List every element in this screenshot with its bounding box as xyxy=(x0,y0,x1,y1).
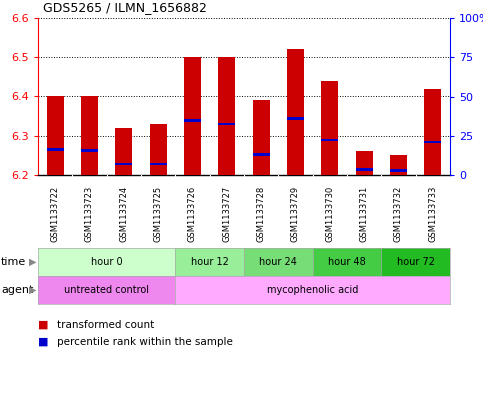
Text: agent: agent xyxy=(1,285,33,295)
Bar xyxy=(287,118,304,120)
Text: ■: ■ xyxy=(38,337,52,347)
Bar xyxy=(46,97,64,175)
Bar xyxy=(321,81,339,175)
Text: percentile rank within the sample: percentile rank within the sample xyxy=(57,337,233,347)
Bar xyxy=(184,57,201,175)
Text: GSM1133731: GSM1133731 xyxy=(360,186,369,242)
Text: hour 12: hour 12 xyxy=(191,257,228,267)
Text: GSM1133727: GSM1133727 xyxy=(222,186,231,242)
Bar xyxy=(184,119,201,122)
Text: time: time xyxy=(1,257,26,267)
Bar xyxy=(150,163,167,165)
Bar xyxy=(115,128,132,175)
Text: GSM1133722: GSM1133722 xyxy=(51,186,60,242)
Text: ▶: ▶ xyxy=(29,257,37,267)
Text: hour 24: hour 24 xyxy=(259,257,297,267)
Bar xyxy=(115,163,132,165)
Text: GSM1133723: GSM1133723 xyxy=(85,186,94,242)
Bar xyxy=(390,169,407,172)
Text: GSM1133732: GSM1133732 xyxy=(394,186,403,242)
Text: GSM1133733: GSM1133733 xyxy=(428,186,437,242)
Text: GDS5265 / ILMN_1656882: GDS5265 / ILMN_1656882 xyxy=(43,1,207,14)
Text: ▶: ▶ xyxy=(29,285,37,295)
Bar xyxy=(218,57,235,175)
Text: GSM1133728: GSM1133728 xyxy=(256,186,266,242)
Bar xyxy=(218,123,235,125)
Bar xyxy=(355,168,373,171)
Text: GSM1133726: GSM1133726 xyxy=(188,186,197,242)
Text: transformed count: transformed count xyxy=(57,320,155,330)
Bar xyxy=(253,153,270,156)
Bar xyxy=(150,124,167,175)
Text: ■: ■ xyxy=(38,320,52,330)
Text: hour 48: hour 48 xyxy=(328,257,366,267)
Bar xyxy=(253,101,270,175)
Text: untreated control: untreated control xyxy=(64,285,149,295)
Bar xyxy=(424,89,441,175)
Bar xyxy=(424,141,441,143)
Text: GSM1133725: GSM1133725 xyxy=(154,186,163,242)
Bar xyxy=(287,50,304,175)
Text: hour 72: hour 72 xyxy=(397,257,435,267)
Text: mycophenolic acid: mycophenolic acid xyxy=(267,285,358,295)
Text: hour 0: hour 0 xyxy=(91,257,123,267)
Bar xyxy=(81,149,98,152)
Bar xyxy=(81,97,98,175)
Bar xyxy=(321,139,339,141)
Bar xyxy=(46,148,64,151)
Text: GSM1133729: GSM1133729 xyxy=(291,186,300,242)
Text: GSM1133730: GSM1133730 xyxy=(326,186,334,242)
Bar xyxy=(390,155,407,175)
Bar xyxy=(355,151,373,175)
Text: GSM1133724: GSM1133724 xyxy=(119,186,128,242)
